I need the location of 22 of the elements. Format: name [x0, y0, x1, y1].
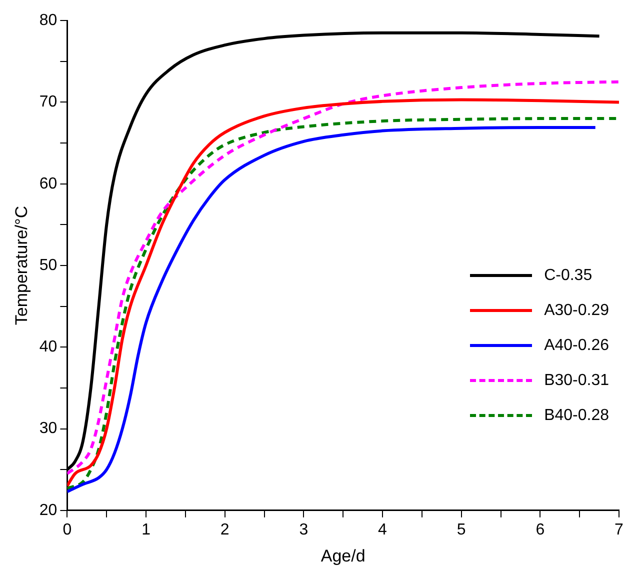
legend-label: A30-0.29 [544, 302, 609, 320]
x-tick-label: 6 [536, 521, 545, 538]
x-tick-label: 2 [220, 521, 230, 538]
legend-label: B40-0.28 [544, 406, 609, 424]
x-tick-label: 0 [62, 521, 72, 538]
y-axis-title: Temperature/°C [12, 206, 31, 326]
y-tick-label: 50 [39, 256, 58, 274]
x-tick-label: 5 [456, 521, 466, 538]
x-tick-label: 4 [378, 521, 388, 538]
x-tick-label: 7 [614, 521, 624, 538]
legend-label: C-0.35 [544, 266, 592, 284]
x-axis-title: Age/d [320, 546, 366, 566]
y-tick-label: 20 [39, 502, 58, 519]
legend-label: A40-0.26 [544, 336, 609, 354]
y-tick-label: 60 [39, 175, 58, 192]
legend-label: B30-0.31 [544, 372, 609, 390]
x-tick-label: 3 [299, 521, 308, 538]
y-tick-label: 80 [39, 12, 58, 30]
y-tick-label: 30 [39, 420, 58, 438]
x-tick-label: 1 [142, 521, 151, 538]
y-tick-label: 70 [39, 94, 58, 111]
y-tick-label: 40 [39, 338, 58, 356]
